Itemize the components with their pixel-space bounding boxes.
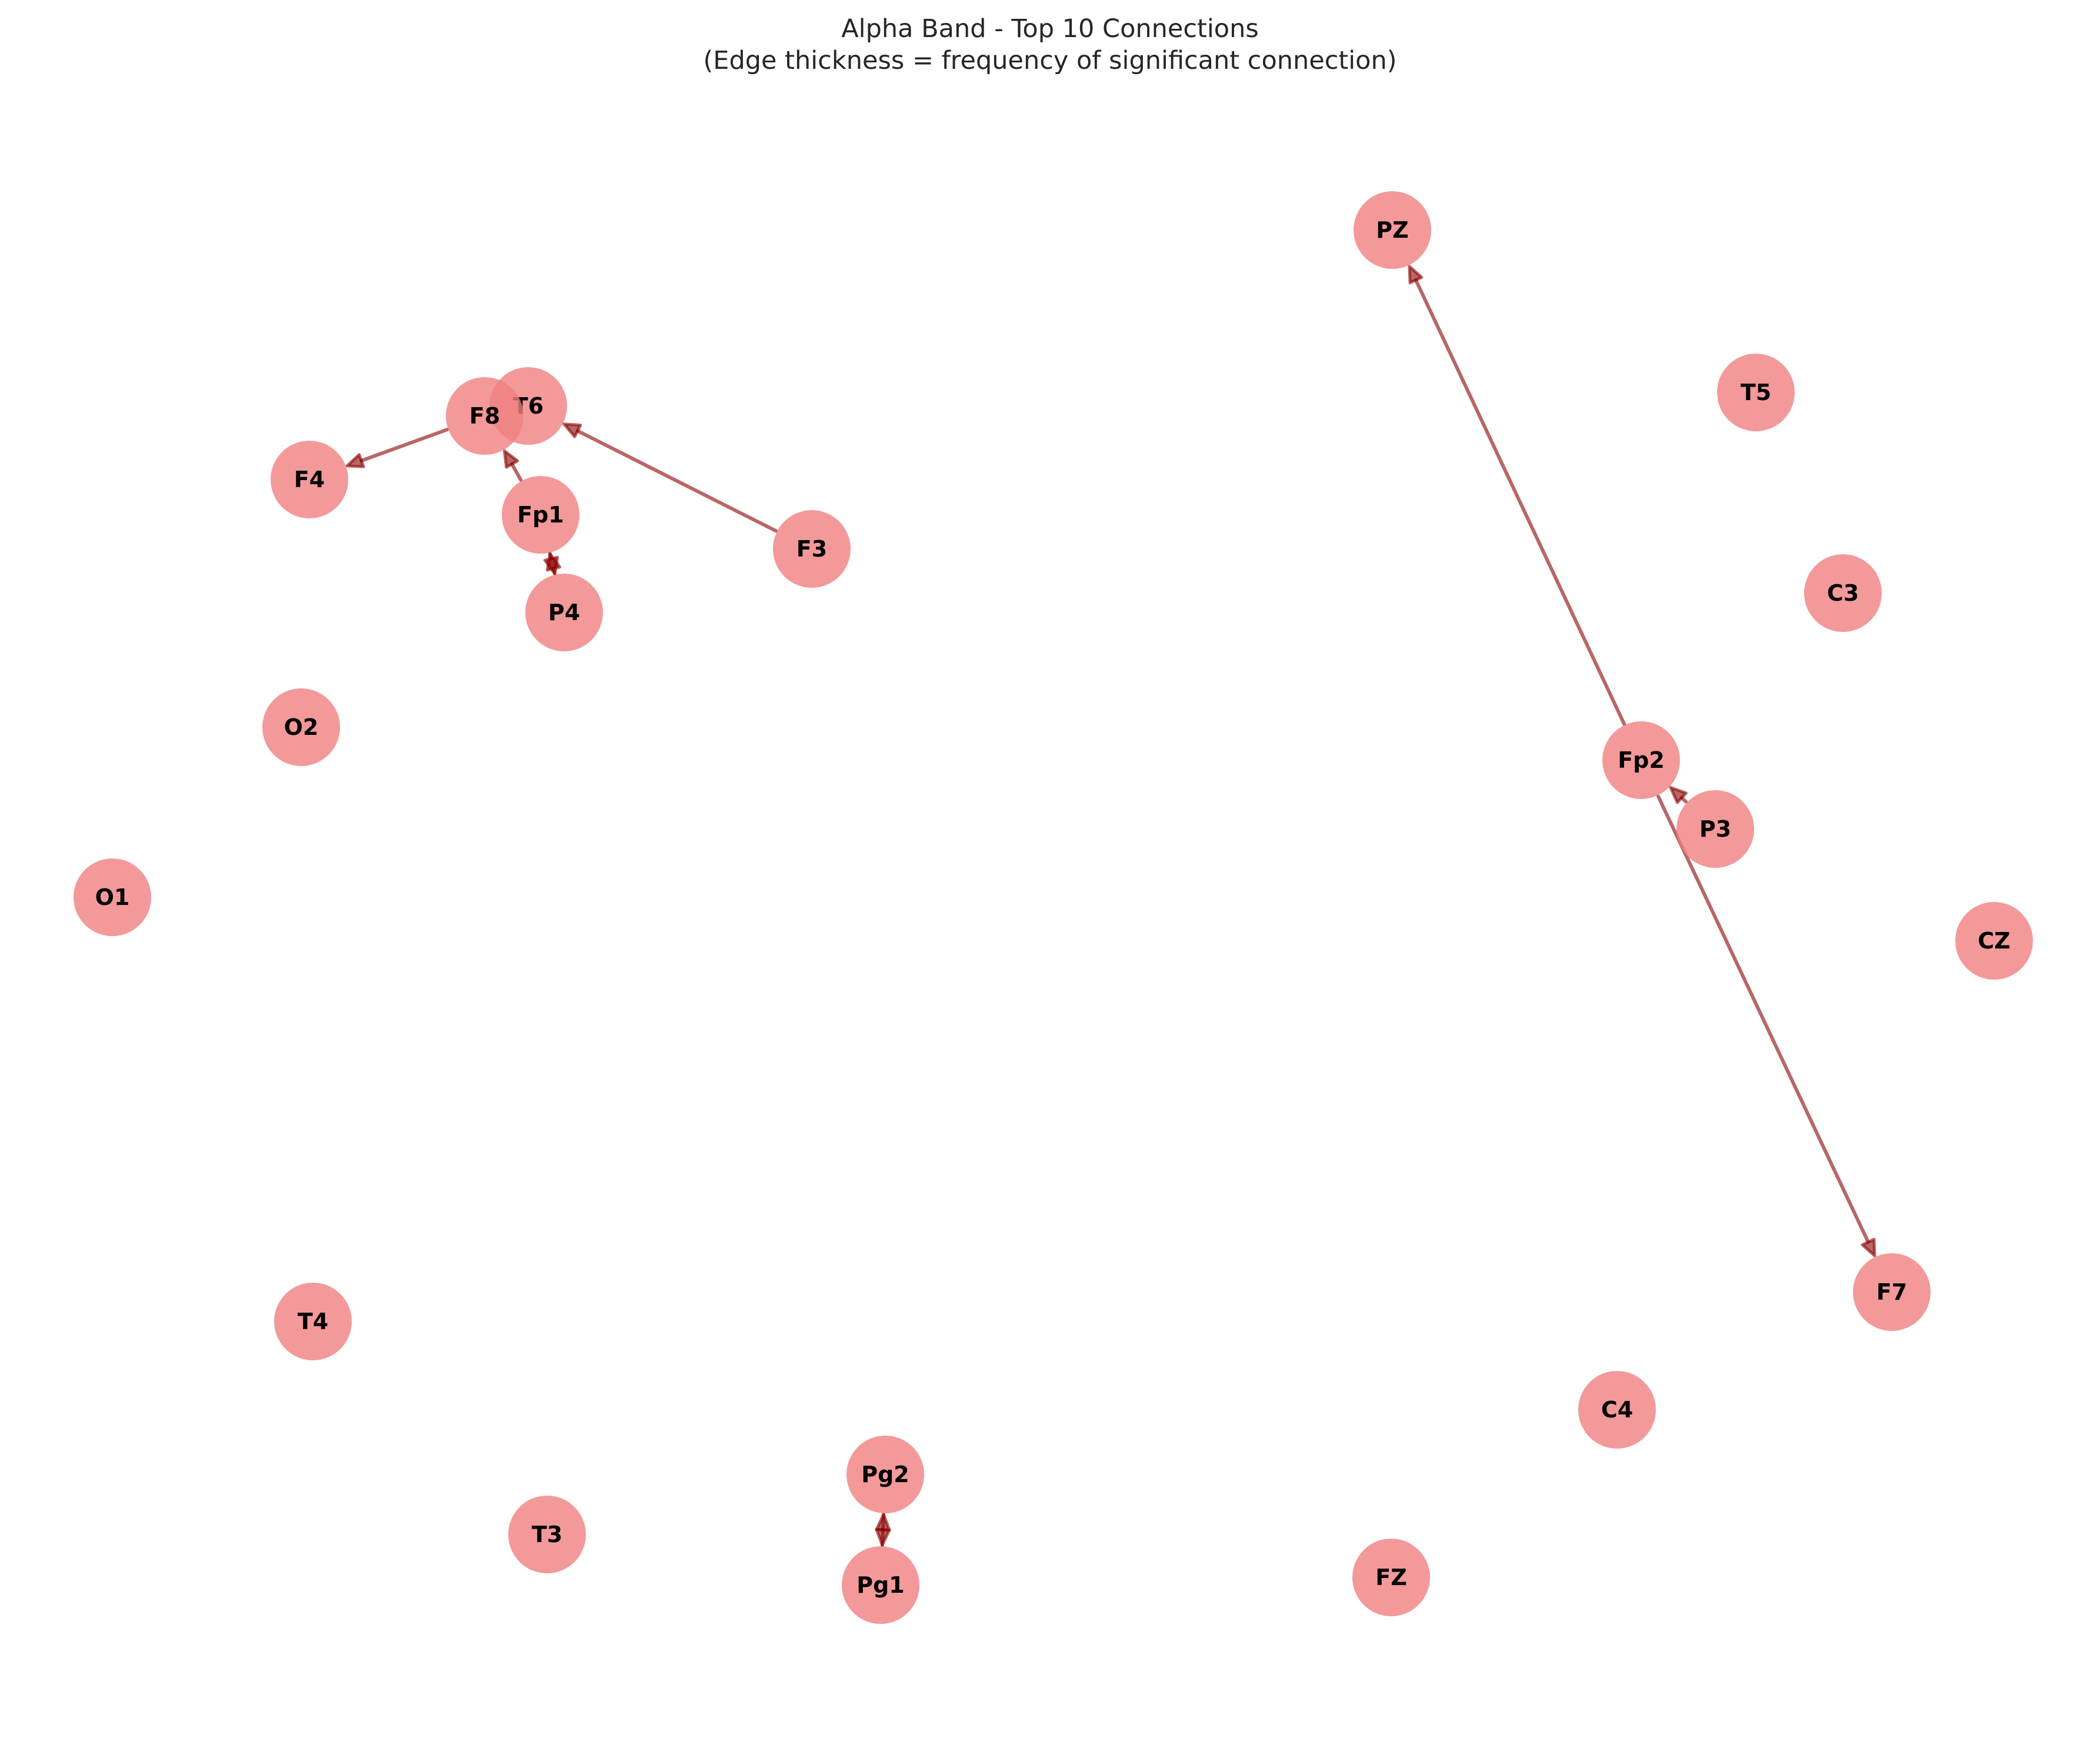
nodes-layer: PZT5C3T6F8F4Fp1F3P4O2Fp2P3O1CZF7T4C4Pg2T… [74, 191, 2033, 1624]
node-circle-F8 [446, 377, 524, 455]
node-circle-O1 [74, 858, 151, 936]
edge-P4-Fp1 [545, 552, 562, 575]
node-PZ: PZ [1354, 191, 1431, 269]
node-label-PZ: PZ [1376, 217, 1408, 243]
edge-P3-Fp2 [1669, 785, 1688, 804]
node-circle-F7 [1853, 1253, 1931, 1331]
edge-Fp1-F8 [502, 449, 523, 482]
node-label-FZ: FZ [1375, 1564, 1407, 1590]
node-circle-C3 [1804, 554, 1882, 632]
node-label-P4: P4 [548, 600, 580, 625]
node-Pg1: Pg1 [842, 1546, 919, 1624]
node-circle-Fp1 [502, 476, 579, 554]
node-O1: O1 [74, 858, 151, 936]
node-CZ: CZ [1955, 902, 2033, 980]
node-circle-Pg2 [846, 1436, 924, 1513]
node-label-F8: F8 [469, 403, 500, 429]
node-F7: F7 [1853, 1253, 1931, 1331]
edge-Fp2-F7 [1656, 794, 1876, 1257]
chart-title: Alpha Band - Top 10 Connections (Edge th… [0, 13, 2100, 76]
node-circle-T3 [508, 1496, 586, 1573]
node-O2: O2 [262, 688, 340, 766]
node-circle-P3 [1676, 790, 1754, 868]
node-circle-Fp2 [1602, 721, 1680, 799]
node-C3: C3 [1804, 554, 1882, 632]
node-label-F3: F3 [796, 536, 827, 562]
node-label-O2: O2 [284, 714, 319, 740]
node-circle-T4 [274, 1283, 352, 1360]
node-circle-Pg1 [842, 1546, 919, 1624]
node-label-C3: C3 [1827, 580, 1859, 606]
edge-F8-F4 [345, 428, 449, 468]
node-label-F7: F7 [1876, 1279, 1907, 1305]
node-circle-CZ [1955, 902, 2033, 980]
node-P4: P4 [525, 574, 603, 651]
node-circle-T5 [1717, 354, 1795, 431]
edge-Fp2-PZ [1408, 265, 1626, 726]
node-circle-PZ [1354, 191, 1431, 269]
node-label-P3: P3 [1699, 816, 1731, 842]
node-Pg2: Pg2 [846, 1436, 924, 1513]
node-F4: F4 [271, 441, 348, 518]
node-F8: F8 [446, 377, 524, 455]
edge-Pg2-Pg1 [875, 1512, 891, 1547]
node-circle-FZ [1352, 1539, 1430, 1616]
node-Fp2: Fp2 [1602, 721, 1680, 799]
node-T5: T5 [1717, 354, 1795, 431]
node-label-F4: F4 [294, 467, 325, 492]
node-C4: C4 [1578, 1371, 1656, 1449]
node-circle-P4 [525, 574, 603, 651]
node-circle-F3 [773, 510, 851, 588]
node-circle-O2 [262, 688, 340, 766]
node-label-T4: T4 [298, 1309, 328, 1334]
node-circle-C4 [1578, 1371, 1656, 1449]
node-T3: T3 [508, 1496, 586, 1573]
edge-F3-T6 [562, 422, 778, 533]
node-label-Fp2: Fp2 [1618, 747, 1665, 773]
node-label-O1: O1 [95, 884, 130, 910]
node-Fp1: Fp1 [502, 476, 579, 554]
node-F3: F3 [773, 510, 851, 588]
node-circle-F4 [271, 441, 348, 518]
node-label-CZ: CZ [1978, 928, 2010, 954]
node-label-Pg1: Pg1 [856, 1572, 905, 1598]
title-line-1: Alpha Band - Top 10 Connections [841, 14, 1259, 44]
node-label-T5: T5 [1741, 380, 1771, 405]
node-label-Fp1: Fp1 [517, 502, 564, 528]
edges-layer [345, 265, 1876, 1547]
node-label-C4: C4 [1601, 1397, 1633, 1423]
node-T4: T4 [274, 1283, 352, 1360]
node-P3: P3 [1676, 790, 1754, 868]
title-line-2: (Edge thickness = frequency of significa… [703, 46, 1397, 75]
node-FZ: FZ [1352, 1539, 1430, 1616]
node-label-T3: T3 [532, 1522, 562, 1547]
node-label-Pg2: Pg2 [861, 1462, 909, 1487]
